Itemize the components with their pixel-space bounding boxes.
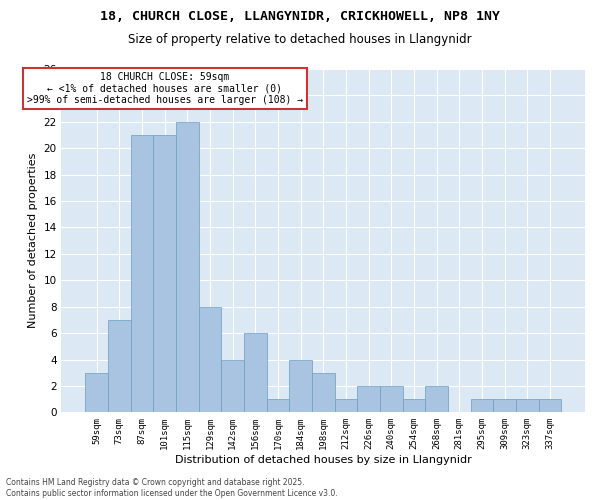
Bar: [85, 372, 108, 412]
Bar: [493, 399, 516, 412]
Bar: [470, 399, 493, 412]
Bar: [425, 386, 448, 412]
Bar: [289, 360, 312, 412]
Bar: [335, 399, 357, 412]
Bar: [244, 333, 266, 412]
Bar: [176, 122, 199, 412]
Text: Size of property relative to detached houses in Llangynidr: Size of property relative to detached ho…: [128, 32, 472, 46]
Bar: [403, 399, 425, 412]
Bar: [221, 360, 244, 412]
Bar: [108, 320, 131, 412]
Y-axis label: Number of detached properties: Number of detached properties: [28, 153, 38, 328]
X-axis label: Distribution of detached houses by size in Llangynidr: Distribution of detached houses by size …: [175, 455, 472, 465]
Text: 18 CHURCH CLOSE: 59sqm
← <1% of detached houses are smaller (0)
>99% of semi-det: 18 CHURCH CLOSE: 59sqm ← <1% of detached…: [26, 72, 302, 106]
Bar: [153, 135, 176, 412]
Bar: [199, 306, 221, 412]
Text: Contains HM Land Registry data © Crown copyright and database right 2025.
Contai: Contains HM Land Registry data © Crown c…: [6, 478, 338, 498]
Bar: [131, 135, 153, 412]
Bar: [312, 372, 335, 412]
Text: 18, CHURCH CLOSE, LLANGYNIDR, CRICKHOWELL, NP8 1NY: 18, CHURCH CLOSE, LLANGYNIDR, CRICKHOWEL…: [100, 10, 500, 23]
Bar: [516, 399, 539, 412]
Bar: [266, 399, 289, 412]
Bar: [380, 386, 403, 412]
Bar: [539, 399, 561, 412]
Bar: [357, 386, 380, 412]
